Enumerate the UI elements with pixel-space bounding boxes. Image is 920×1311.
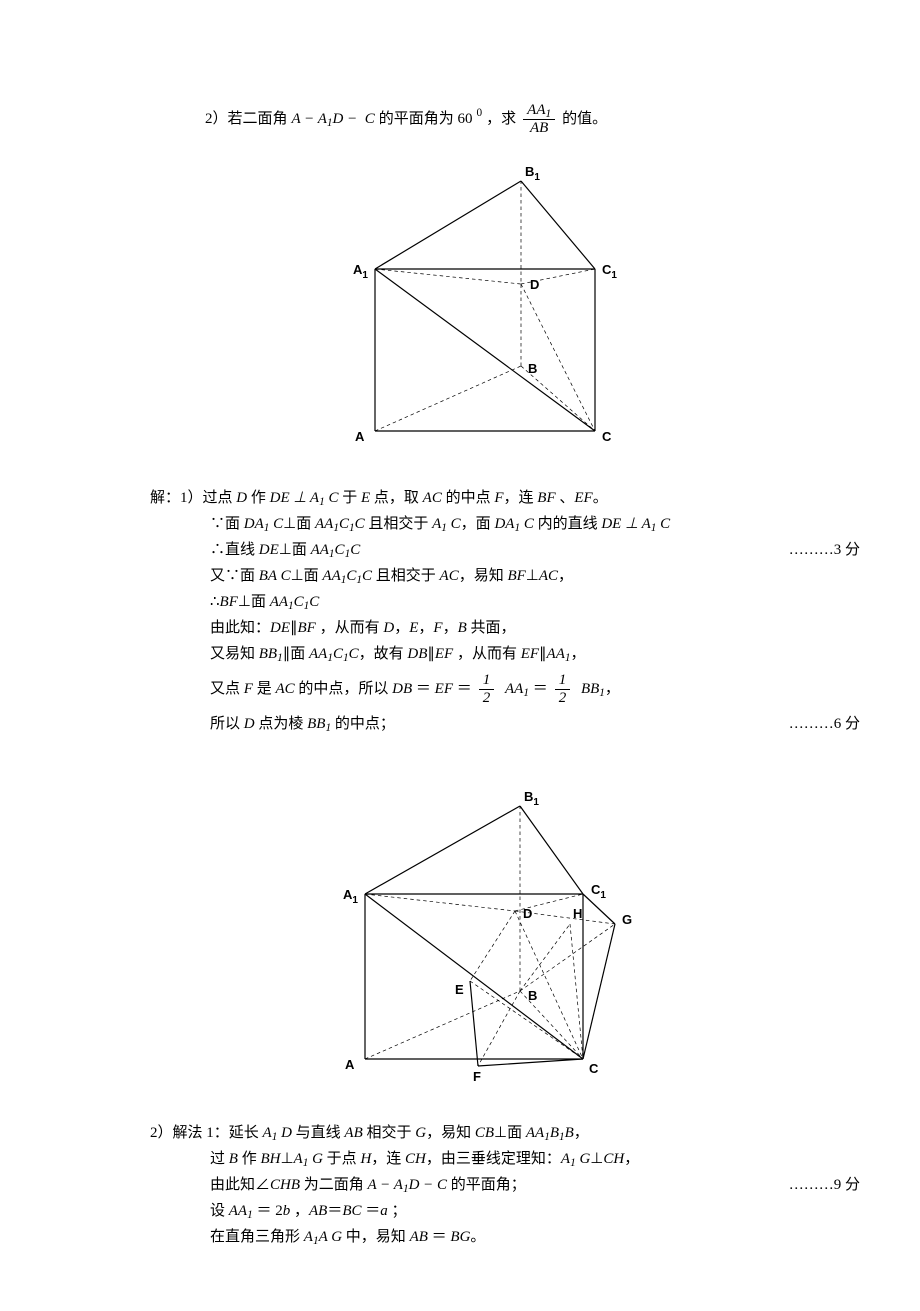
svg-text:B1: B1 xyxy=(524,789,539,808)
figure-1: A C B A1 C1 B1 D xyxy=(150,151,820,461)
score-3: ………3 分 xyxy=(789,538,860,562)
text: 的平面角为 60 xyxy=(379,107,473,131)
sup: 0 xyxy=(477,104,483,122)
fraction: AA1 AB xyxy=(523,102,555,136)
prism-diagram-1: A C B A1 C1 B1 D xyxy=(305,151,665,461)
svg-text:C: C xyxy=(589,1061,599,1076)
svg-text:D: D xyxy=(530,277,539,292)
svg-text:B1: B1 xyxy=(525,164,540,183)
numerator: AA1 xyxy=(523,102,555,120)
svg-text:C1: C1 xyxy=(602,262,617,281)
figure-2: A C B A1 C1 B1 D E F G H xyxy=(150,776,820,1096)
fraction-half-2: 12 xyxy=(555,672,571,706)
sol2-l4: 在直角三角形 A1A G 中，易知 AB ＝ BG。 xyxy=(150,1225,820,1249)
sol1-l0: 解：1）过点 D 作 DE ⊥ A1 C 于 E 点，取 AC 的中点 F，连 … xyxy=(150,486,820,510)
sol2-l1: 过 B 作 BH⊥A1 G 于点 H，连 CH，由三垂线定理知：A1 G⊥CH， xyxy=(150,1147,820,1171)
sol2-l2: 由此知∠CHB 为二面角 A − A1D − C 的平面角；………9 分 xyxy=(150,1173,820,1197)
svg-text:F: F xyxy=(473,1069,481,1084)
svg-text:C1: C1 xyxy=(591,882,606,901)
svg-text:B: B xyxy=(528,988,537,1003)
svg-text:B: B xyxy=(528,361,537,376)
sol1-l7: 又点 F 是 AC 的中点，所以 DB ＝ EF ＝ 12 AA1 ＝ 12 B… xyxy=(150,672,820,706)
problem-line: 2）若二面角 A − A1D − C 的平面角为 600 ，求 AA1 AB 的… xyxy=(150,102,820,136)
sol1-l5: 由此知：DE∥BF ，从而有 D，E，F，B 共面， xyxy=(150,616,820,640)
svg-text:H: H xyxy=(573,906,582,921)
denominator: AB xyxy=(523,120,555,137)
fraction-half-1: 12 xyxy=(479,672,495,706)
svg-text:E: E xyxy=(455,982,464,997)
svg-text:A1: A1 xyxy=(343,887,358,906)
document-body: 2）若二面角 A − A1D − C 的平面角为 600 ，求 AA1 AB 的… xyxy=(0,102,920,1249)
sol1-l8: 所以 D 点为棱 BB1 的中点；………6 分 xyxy=(150,712,820,736)
sol1-l3: 又∵面 BA C⊥面 AA1C1C 且相交于 AC，易知 BF⊥AC， xyxy=(150,564,820,588)
svg-text:D: D xyxy=(523,906,532,921)
svg-text:C: C xyxy=(602,429,612,444)
sol1-l1: ∵面 DA1 C⊥面 AA1C1C 且相交于 A1 C，面 DA1 C 内的直线… xyxy=(150,512,820,536)
angle-expr: A − A1D − C xyxy=(292,107,375,131)
score-9: ………9 分 xyxy=(789,1173,860,1197)
prism-diagram-2: A C B A1 C1 B1 D E F G H xyxy=(295,776,675,1096)
sol2-l3: 设 AA1 ＝ 2b ，AB＝BC ＝a ； xyxy=(150,1199,820,1223)
score-6: ………6 分 xyxy=(789,712,860,736)
svg-text:A: A xyxy=(345,1057,355,1072)
text: 2）若二面角 xyxy=(205,107,288,131)
text: ，求 xyxy=(486,107,516,131)
text: 的值。 xyxy=(562,107,607,131)
sol1-l6: 又易知 BB1∥面 AA1C1C，故有 DB∥EF ，从而有 EF∥AA1， xyxy=(150,642,820,666)
sol1-l4: ∴BF⊥面 AA1C1C xyxy=(150,590,820,614)
sol2-l0: 2）解法 1：延长 A1 D 与直线 AB 相交于 G，易知 CB⊥面 AA1B… xyxy=(150,1121,820,1145)
svg-text:A1: A1 xyxy=(353,262,368,281)
svg-text:G: G xyxy=(622,912,632,927)
svg-text:A: A xyxy=(355,429,365,444)
sol1-l2: ∴直线 DE⊥面 AA1C1C………3 分 xyxy=(150,538,820,562)
